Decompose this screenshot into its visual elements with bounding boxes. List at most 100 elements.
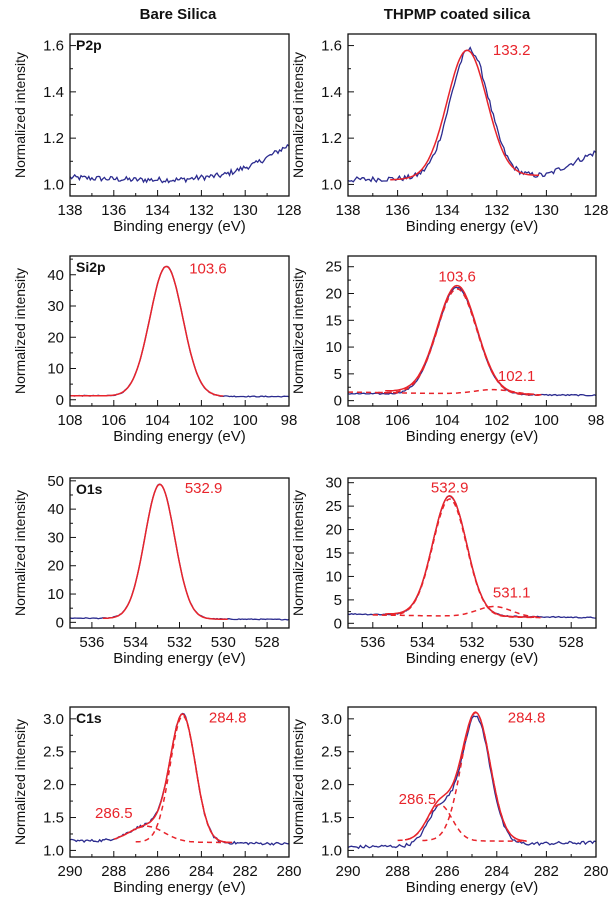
y-tick-label: 50 xyxy=(47,473,64,490)
y-tick-label: 30 xyxy=(325,475,342,492)
x-tick-label: 534 xyxy=(123,634,148,651)
y-tick-label: 3.0 xyxy=(321,711,342,728)
x-tick-label: 288 xyxy=(101,863,126,880)
y-tick-label: 15 xyxy=(325,312,342,329)
y-axis-label: Normalized intensity xyxy=(12,52,28,178)
measured-spectrum-line xyxy=(348,46,596,184)
x-tick-label: 288 xyxy=(385,863,410,880)
y-tick-label: 20 xyxy=(325,286,342,303)
x-tick-label: 130 xyxy=(233,202,258,219)
x-tick-label: 102 xyxy=(189,412,214,429)
x-axis-label: Binding energy (eV) xyxy=(406,879,539,896)
x-tick-label: 132 xyxy=(189,202,214,219)
x-tick-label: 98 xyxy=(588,412,605,429)
x-tick-label: 284 xyxy=(189,863,214,880)
panel-label: Si2p xyxy=(76,259,106,275)
panel-label: C1s xyxy=(76,710,102,726)
y-tick-label: 2.0 xyxy=(43,777,64,794)
x-tick-label: 536 xyxy=(360,634,385,651)
series-group xyxy=(348,495,596,619)
peak-annotation: 284.8 xyxy=(508,710,546,727)
y-tick-label: 1.6 xyxy=(321,38,342,55)
x-tick-label: 130 xyxy=(534,202,559,219)
x-tick-label: 528 xyxy=(559,634,584,651)
y-tick-label: 2.0 xyxy=(321,777,342,794)
x-tick-label: 134 xyxy=(435,202,460,219)
y-tick-label: 25 xyxy=(325,498,342,515)
y-tick-label: 10 xyxy=(325,339,342,356)
x-axis-label: Binding energy (eV) xyxy=(406,650,539,667)
peak-annotation: 286.5 xyxy=(95,805,133,822)
peak-annotation: 133.2 xyxy=(493,42,531,59)
x-tick-label: 286 xyxy=(145,863,170,880)
y-tick-label: 15 xyxy=(325,545,342,562)
y-tick-label: 1.5 xyxy=(43,810,64,827)
peak-annotation: 103.6 xyxy=(189,261,227,278)
x-tick-label: 530 xyxy=(211,634,236,651)
peak-annotation: 102.1 xyxy=(498,368,536,385)
y-tick-label: 2.5 xyxy=(43,744,64,761)
panel-label: P2p xyxy=(76,37,102,53)
x-tick-label: 280 xyxy=(276,863,301,880)
peak-annotation: 284.8 xyxy=(209,710,247,727)
x-tick-label: 106 xyxy=(385,412,410,429)
series-group xyxy=(348,46,596,184)
series-group xyxy=(348,711,596,850)
y-tick-label: 2.5 xyxy=(321,744,342,761)
x-tick-label: 108 xyxy=(57,412,82,429)
y-axis-label: Normalized intensity xyxy=(290,268,306,394)
x-tick-label: 108 xyxy=(335,412,360,429)
x-tick-label: 128 xyxy=(276,202,301,219)
fit-envelope-line xyxy=(385,284,535,395)
x-tick-label: 128 xyxy=(583,202,608,219)
y-tick-label: 0 xyxy=(56,392,64,409)
y-tick-label: 40 xyxy=(47,501,64,518)
panel-8: 290 288 286 284 282 280 1.0 1.5 2.0 2.5 3.0 Binding… xyxy=(290,706,609,896)
y-tick-label: 1.2 xyxy=(43,130,64,147)
x-tick-label: 104 xyxy=(435,412,460,429)
y-tick-label: 1.5 xyxy=(321,810,342,827)
x-tick-label: 536 xyxy=(79,634,104,651)
column-title-thpmp-coated-silica: THPMP coated silica xyxy=(383,6,531,23)
x-tick-label: 134 xyxy=(145,202,170,219)
x-tick-label: 532 xyxy=(167,634,192,651)
x-axis-label: Binding energy (eV) xyxy=(113,218,246,235)
y-axis-label: Normalized intensity xyxy=(12,719,28,845)
series-group xyxy=(70,712,289,846)
y-tick-label: 20 xyxy=(47,329,64,346)
x-axis-label: Binding energy (eV) xyxy=(113,879,246,896)
panel-5: 536 534 532 530 528 0 10 20 30 40 50 Binding energy… xyxy=(12,473,290,667)
x-tick-label: 284 xyxy=(484,863,509,880)
x-tick-label: 106 xyxy=(101,412,126,429)
y-tick-label: 1.4 xyxy=(43,84,64,101)
y-tick-label: 5 xyxy=(334,592,342,609)
y-tick-label: 20 xyxy=(325,522,342,539)
fit-component-line xyxy=(422,711,527,842)
panel-7: 290 288 286 284 282 280 1.0 1.5 2.0 2.5 3.0 Binding… xyxy=(12,706,302,896)
panel-4: 108 106 104 102 100 98 0 5 10 15 20 25 Binding energ… xyxy=(290,255,605,445)
y-tick-label: 10 xyxy=(325,568,342,585)
x-tick-label: 532 xyxy=(459,634,484,651)
measured-spectrum-line xyxy=(70,483,289,621)
series-group xyxy=(70,143,289,184)
x-tick-label: 98 xyxy=(281,412,298,429)
y-tick-label: 3.0 xyxy=(43,711,64,728)
x-tick-label: 286 xyxy=(435,863,460,880)
x-tick-label: 104 xyxy=(145,412,170,429)
panel-2: 138 136 134 132 130 128 1.0 1.2 1.4 1.6 Binding en… xyxy=(290,33,609,235)
peak-annotation: 531.1 xyxy=(493,584,531,601)
y-tick-label: 5 xyxy=(334,366,342,383)
x-tick-label: 100 xyxy=(534,412,559,429)
y-tick-label: 0 xyxy=(334,393,342,410)
plot-frame xyxy=(69,33,290,197)
y-tick-label: 1.0 xyxy=(43,842,64,859)
y-tick-label: 30 xyxy=(47,529,64,546)
fit-envelope-line xyxy=(390,49,539,181)
measured-spectrum-line xyxy=(348,715,596,850)
y-tick-label: 0 xyxy=(334,615,342,632)
fit-component-line xyxy=(372,498,542,619)
series-group xyxy=(348,284,596,397)
x-tick-label: 138 xyxy=(57,202,82,219)
y-axis-label: Normalized intensity xyxy=(12,268,28,394)
